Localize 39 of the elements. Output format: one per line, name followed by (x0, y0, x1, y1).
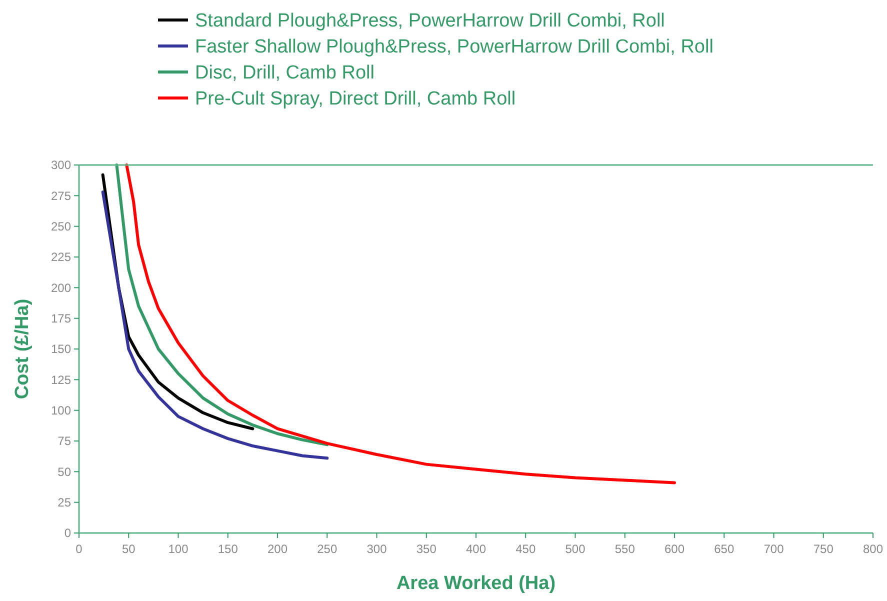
legend-label: Faster Shallow Plough&Press, PowerHarrow Drill Combi, Roll (195, 36, 714, 58)
x-tick-label: 50 (122, 542, 136, 556)
line-series (125, 164, 676, 484)
y-axis-title: Cost (£/Ha) (12, 298, 33, 400)
y-tick-label: 100 (50, 404, 72, 418)
y-tick-label: 225 (50, 250, 72, 264)
x-tick-label: 150 (218, 542, 238, 556)
x-tick-label: 550 (614, 542, 636, 556)
legend-label: Pre-Cult Spray, Direct Drill, Camb Roll (195, 88, 516, 110)
x-tick-label: 250 (317, 542, 338, 556)
x-tick-label: 700 (764, 542, 784, 556)
x-tick-label: 750 (813, 542, 834, 556)
x-tick-label: 600 (664, 542, 685, 556)
y-tick-label: 175 (50, 312, 72, 326)
y-tick-label: 150 (50, 342, 72, 356)
x-axis-title: Area Worked (Ha) (396, 573, 556, 594)
y-tick-label: 300 (50, 158, 72, 172)
x-tick-label: 0 (76, 542, 83, 556)
y-tick-label: 275 (50, 188, 72, 203)
x-tick-label: 200 (267, 542, 288, 556)
legend-label: Disc, Drill, Camb Roll (195, 62, 374, 84)
legend-label: Standard Plough&Press, PowerHarrow Drill Combi, Roll (195, 10, 665, 32)
x-tick-label: 650 (714, 542, 734, 556)
x-tick-label: 100 (168, 542, 189, 556)
x-tick-label: 500 (565, 542, 586, 556)
y-tick-label: 25 (58, 496, 72, 510)
x-tick-label: 350 (416, 542, 437, 556)
y-tick-label: 125 (50, 372, 72, 387)
y-tick-label: 0 (64, 526, 72, 540)
y-tick-label: 250 (50, 220, 72, 234)
x-tick-label: 300 (366, 542, 388, 556)
line-series (115, 164, 329, 446)
y-tick-label: 50 (58, 464, 72, 479)
x-tick-label: 400 (466, 542, 486, 556)
y-tick-label: 200 (50, 280, 72, 295)
x-tick-label: 450 (516, 542, 536, 556)
y-tick-label: 75 (58, 434, 72, 448)
x-tick-label: 800 (862, 542, 884, 556)
line-series (101, 190, 329, 460)
